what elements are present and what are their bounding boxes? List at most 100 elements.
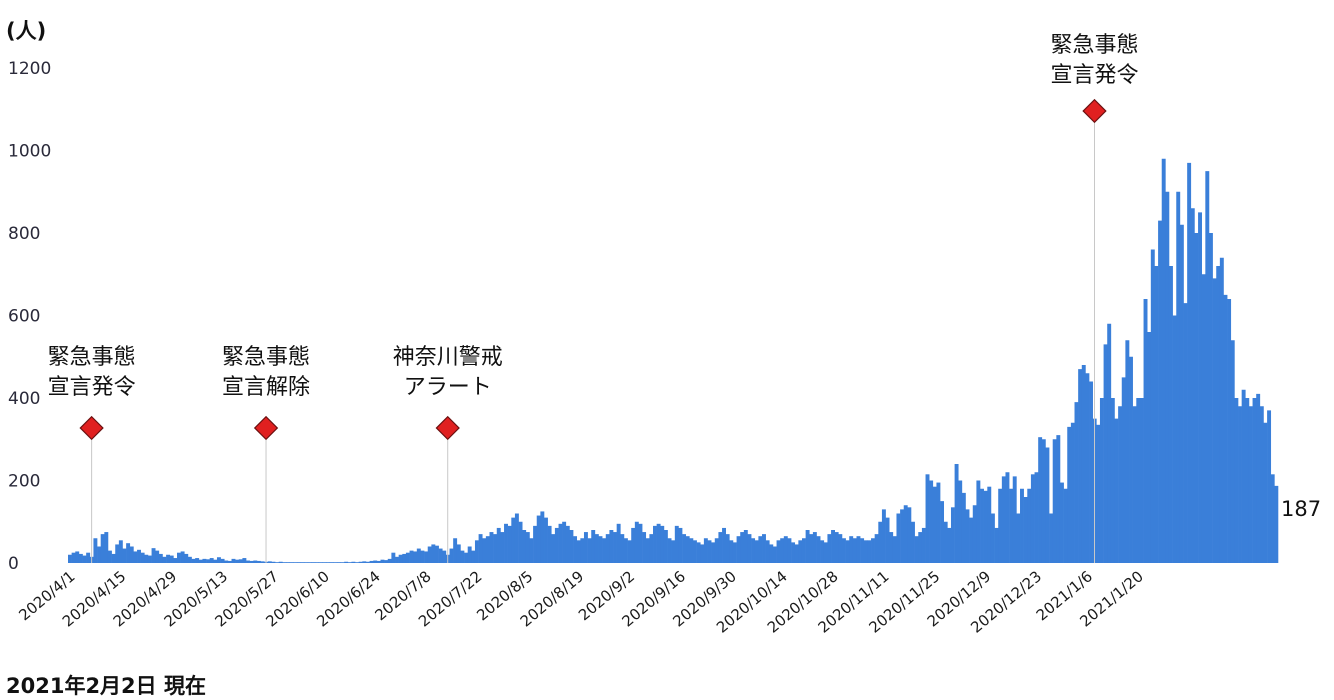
bar <box>71 552 76 563</box>
bar <box>1027 488 1032 563</box>
bar <box>1016 513 1021 563</box>
bar <box>583 532 588 563</box>
bar <box>387 558 392 563</box>
bar <box>420 550 425 563</box>
bar <box>311 562 316 563</box>
bar <box>776 540 781 563</box>
bar <box>249 560 254 563</box>
bar <box>1190 208 1195 563</box>
bar <box>151 548 156 563</box>
bar <box>434 545 439 563</box>
bar <box>1009 488 1014 563</box>
bar <box>267 561 272 563</box>
bar <box>936 482 941 563</box>
bar <box>500 532 505 563</box>
bar <box>456 544 461 563</box>
bar <box>732 542 737 563</box>
bar <box>1161 158 1166 563</box>
bar <box>224 560 229 563</box>
bar <box>1034 472 1039 563</box>
annotation-marker <box>435 415 460 441</box>
bar <box>362 561 367 563</box>
bar <box>1230 340 1235 563</box>
annotation-label: 宣言発令 <box>48 375 136 400</box>
bar <box>780 538 785 563</box>
bar <box>838 534 843 563</box>
y-tick-label: 1200 <box>8 59 51 79</box>
bar <box>1205 171 1210 563</box>
bar <box>805 530 810 563</box>
bar <box>449 548 454 563</box>
bar <box>107 550 112 563</box>
bar <box>1147 332 1152 563</box>
bar <box>965 509 970 563</box>
bar <box>998 488 1003 563</box>
bar <box>929 480 934 563</box>
bar <box>100 534 105 563</box>
bar <box>1245 398 1250 563</box>
bar <box>231 558 236 563</box>
bar <box>384 560 389 563</box>
bar <box>351 561 356 563</box>
bar <box>1099 398 1104 563</box>
bar <box>678 527 683 563</box>
annotation-marker <box>79 415 104 441</box>
bar <box>1263 422 1268 563</box>
bar <box>209 558 214 563</box>
bar <box>787 538 792 563</box>
bar <box>256 560 261 563</box>
annotation-label: 緊急事態 <box>222 345 310 370</box>
bar <box>743 530 748 563</box>
bar <box>355 562 359 563</box>
bar <box>1070 422 1075 563</box>
bar <box>758 536 763 563</box>
bar <box>1045 447 1050 563</box>
bar <box>725 534 730 563</box>
bar <box>1052 439 1057 563</box>
bar <box>1096 424 1101 563</box>
bar <box>831 530 835 563</box>
bar <box>682 534 687 563</box>
bar <box>816 536 821 563</box>
bar <box>325 562 330 563</box>
bar <box>191 558 196 563</box>
bar <box>315 562 320 563</box>
bar <box>587 538 592 563</box>
bar <box>533 525 538 563</box>
bar <box>93 538 98 563</box>
bar <box>1001 476 1006 563</box>
bar <box>685 536 690 563</box>
bar <box>700 544 705 563</box>
bar <box>591 530 596 563</box>
bar <box>1238 406 1242 563</box>
bar <box>1143 299 1148 563</box>
bar <box>216 557 221 563</box>
bar <box>398 554 403 563</box>
bar <box>558 523 563 563</box>
bar <box>122 548 127 563</box>
bar <box>885 517 890 563</box>
bar <box>565 525 570 563</box>
bar <box>1176 191 1181 563</box>
bar <box>609 530 614 563</box>
bar <box>464 552 468 563</box>
bar <box>762 534 766 563</box>
bar <box>1118 406 1123 563</box>
bar <box>300 562 305 563</box>
bar <box>1223 294 1228 563</box>
bar <box>111 553 116 563</box>
bar <box>794 544 799 563</box>
bar <box>620 534 625 563</box>
bar <box>144 554 149 563</box>
bar <box>954 464 959 563</box>
bar <box>667 538 672 563</box>
bar <box>529 538 534 563</box>
bar <box>271 561 276 563</box>
bar <box>78 553 83 563</box>
bar <box>881 509 886 563</box>
bar <box>980 488 984 563</box>
bar <box>1168 266 1173 563</box>
bar <box>1201 274 1206 563</box>
